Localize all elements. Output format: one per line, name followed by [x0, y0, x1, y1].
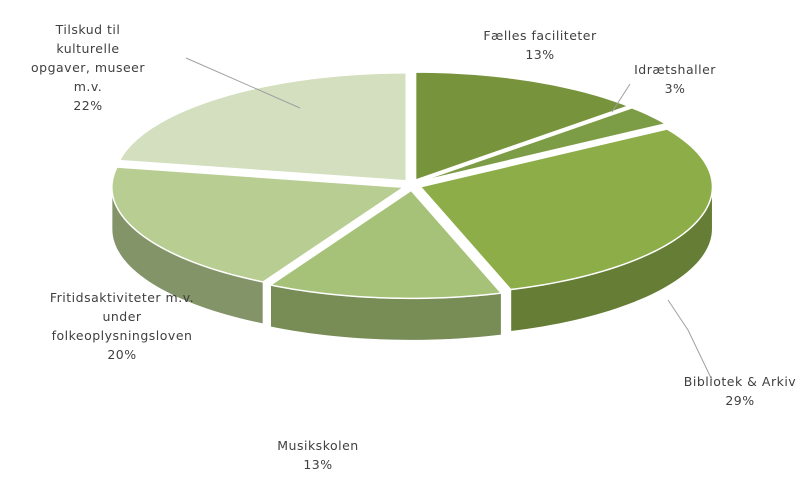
slice [118, 72, 408, 182]
slice [419, 128, 714, 291]
slice-label: Fælles faciliteter 13% [460, 26, 620, 64]
slice-label: Musikskolen 13% [248, 436, 388, 474]
slice-label: Fritidsaktiviteter m.v. under folkeoplys… [37, 288, 207, 364]
value-label: 22% [73, 98, 103, 113]
slice [414, 71, 631, 182]
value-label: 3% [664, 81, 686, 96]
category-label: Idrætshaller [634, 62, 716, 77]
category-label: Fritidsaktiviteter m.v. under folkeoplys… [49, 290, 195, 343]
leader-line [611, 83, 631, 113]
slice [418, 106, 668, 183]
slice-label: Tilskud til kulturelle opgaver, museer m… [28, 20, 148, 115]
slice-label: Idrætshaller 3% [620, 60, 730, 98]
category-label: Bibliotek & Arkiv [683, 374, 797, 389]
value-label: 13% [525, 47, 555, 62]
pie-tops [111, 71, 714, 300]
category-label: Fælles faciliteter [483, 28, 597, 43]
category-label: Tilskud til kulturelle opgaver, museer m… [31, 22, 145, 94]
slice [111, 166, 407, 283]
leader-line [667, 299, 713, 381]
leader-line [185, 57, 301, 109]
slice [268, 189, 503, 300]
value-label: 20% [107, 347, 137, 362]
slice-label: Bibliotek & Arkiv 29% [670, 372, 798, 410]
value-label: 29% [725, 393, 755, 408]
category-label: Musikskolen [277, 438, 359, 453]
value-label: 13% [303, 457, 333, 472]
